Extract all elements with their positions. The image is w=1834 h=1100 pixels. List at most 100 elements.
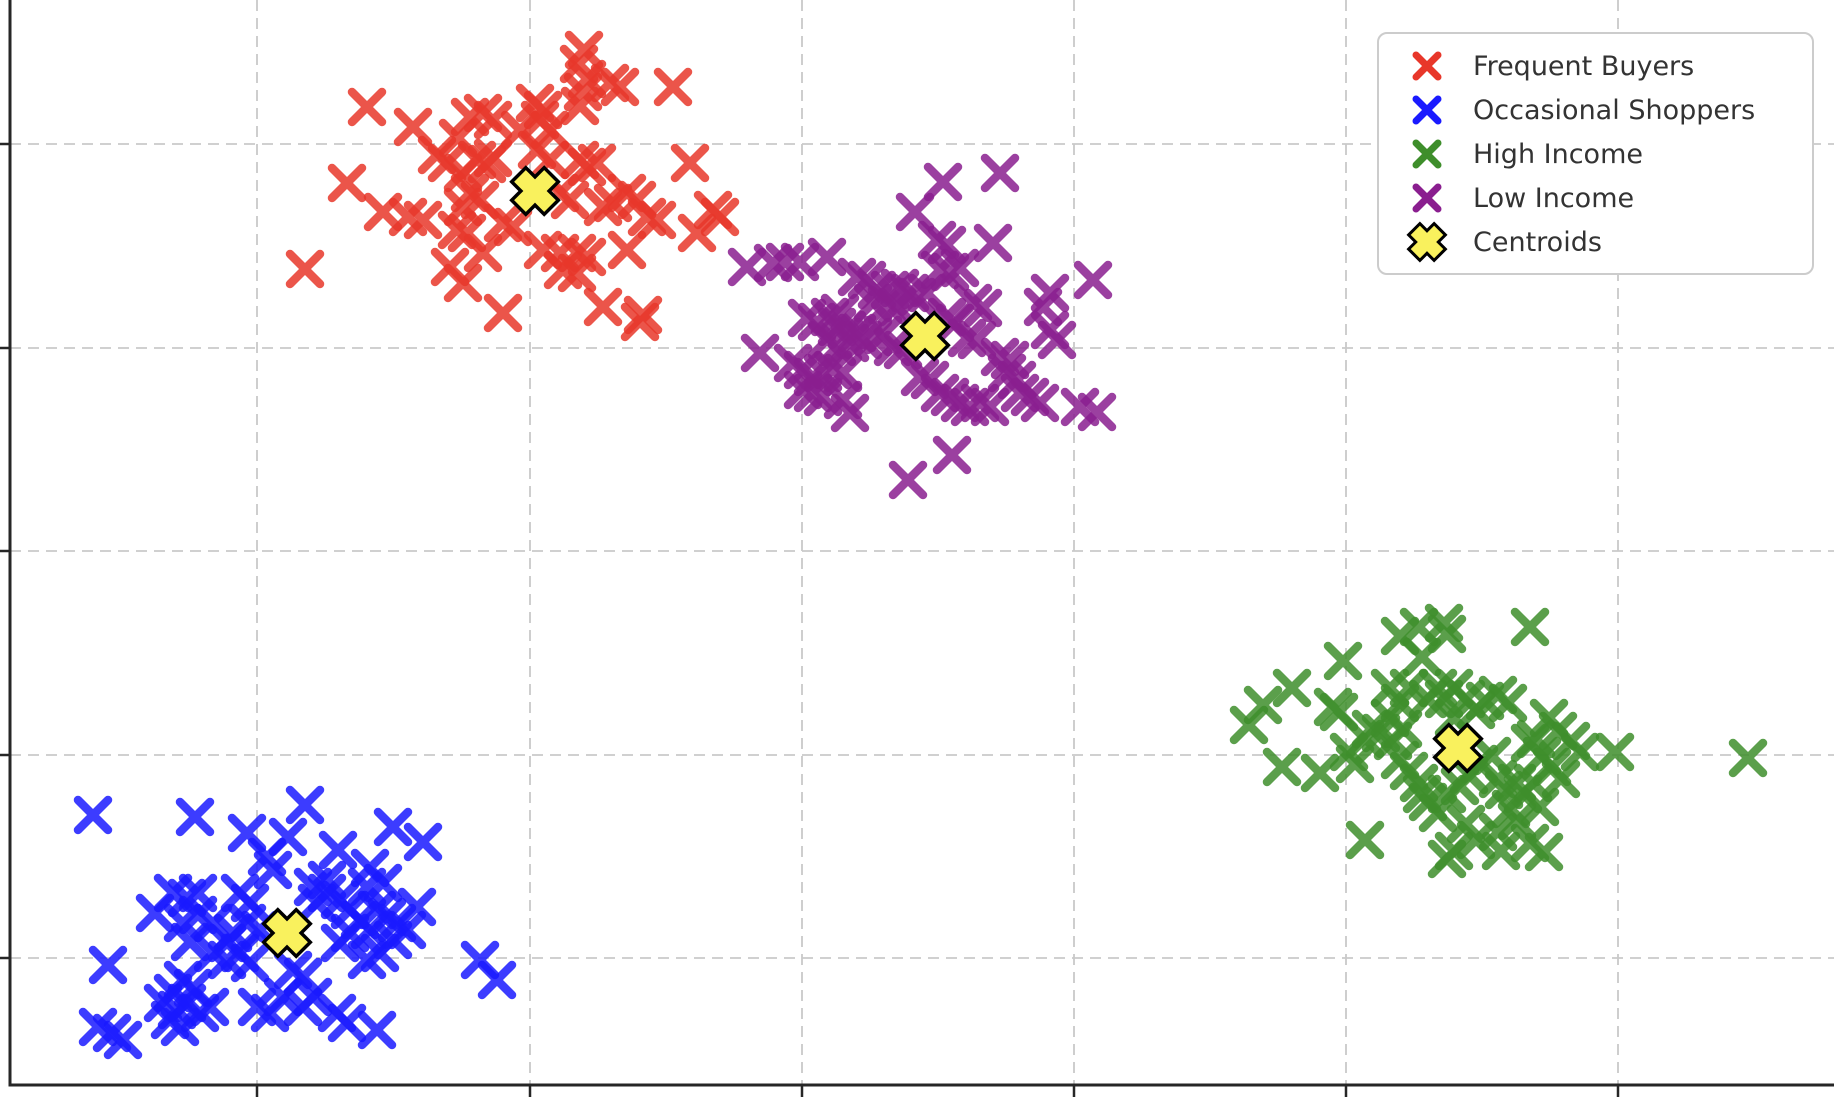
scatter-point-occasional-shoppers — [135, 893, 175, 933]
scatter-point-low-income — [1020, 383, 1060, 423]
scatter-point-high-income — [1402, 637, 1442, 677]
scatter-point-low-income — [963, 288, 1003, 328]
scatter-point-low-income — [980, 153, 1020, 193]
scatter-point-high-income — [1345, 820, 1385, 860]
x-marker-icon — [1397, 176, 1457, 220]
scatter-point-occasional-shoppers — [253, 850, 293, 890]
scatter-point-high-income — [1262, 747, 1302, 787]
legend: Frequent Buyers Occasional Shoppers High I… — [1377, 32, 1814, 275]
scatter-point-high-income — [1488, 683, 1528, 723]
scatter-point-low-income — [853, 317, 893, 357]
scatter-point-frequent-buyers — [347, 87, 387, 127]
scatter-point-high-income — [1516, 719, 1556, 759]
scatter-point-low-income — [923, 162, 963, 202]
legend-item-frequent-buyers: Frequent Buyers — [1379, 44, 1812, 88]
scatter-point-occasional-shoppers — [318, 830, 358, 870]
x-marker-icon — [1397, 132, 1457, 176]
scatter-point-low-income — [1037, 320, 1077, 360]
legend-label: Centroids — [1473, 226, 1602, 258]
scatter-point-frequent-buyers — [700, 197, 740, 237]
scatter-point-low-income — [947, 318, 987, 358]
legend-label: Occasional Shoppers — [1473, 94, 1756, 126]
scatter-point-high-income — [1497, 801, 1537, 841]
scatter-point-frequent-buyers — [493, 207, 533, 247]
scatter-point-high-income — [1243, 685, 1283, 725]
scatter-point-low-income — [830, 393, 870, 433]
scatter-point-frequent-buyers — [583, 287, 623, 327]
scatter-point-frequent-buyers — [607, 230, 647, 270]
scatter-point-occasional-shoppers — [347, 940, 387, 980]
legend-item-centroids: Centroids — [1379, 220, 1812, 264]
scatter-point-occasional-shoppers — [88, 945, 128, 985]
scatter-point-frequent-buyers — [577, 143, 617, 183]
legend-label: Low Income — [1473, 182, 1635, 214]
scatter-point-high-income — [1389, 668, 1429, 708]
scatter-point-low-income — [973, 223, 1013, 263]
scatter-point-frequent-buyers — [327, 163, 367, 203]
centroid-x-icon — [1397, 220, 1457, 264]
scatter-point-low-income — [873, 327, 913, 367]
scatter-point-frequent-buyers — [403, 200, 443, 240]
scatter-point-frequent-buyers — [560, 86, 600, 126]
scatter-point-high-income — [1541, 759, 1581, 799]
scatter-point-low-income — [1077, 392, 1117, 432]
scatter-point-occasional-shoppers — [285, 785, 325, 825]
scatter-point-occasional-shoppers — [327, 1003, 367, 1043]
legend-label: Frequent Buyers — [1473, 50, 1695, 82]
scatter-point-high-income — [1335, 744, 1375, 784]
scatter-point-high-income — [1323, 641, 1363, 681]
scatter-point-occasional-shoppers — [397, 887, 437, 927]
scatter-point-frequent-buyers — [285, 249, 325, 289]
scatter-point-frequent-buyers — [550, 180, 590, 220]
scatter-point-low-income — [940, 248, 980, 288]
scatter-point-frequent-buyers — [653, 67, 693, 107]
scatter-point-frequent-buyers — [627, 197, 667, 237]
scatter-point-high-income — [1560, 732, 1600, 772]
scatter-point-occasional-shoppers — [103, 1020, 143, 1060]
scatter-point-high-income — [1427, 839, 1467, 879]
legend-label: High Income — [1473, 138, 1643, 170]
scatter-point-low-income — [867, 285, 907, 325]
scatter-point-frequent-buyers — [523, 90, 563, 130]
scatter-point-frequent-buyers — [637, 200, 677, 240]
legend-item-occasional-shoppers: Occasional Shoppers — [1379, 88, 1812, 132]
scatter-point-low-income — [837, 257, 877, 297]
x-marker-icon — [1397, 44, 1457, 88]
scatter-point-low-income — [877, 287, 917, 327]
centroid-marker — [509, 165, 561, 217]
scatter-point-occasional-shoppers — [160, 1007, 200, 1047]
scatter-point-occasional-shoppers — [263, 977, 303, 1017]
scatter-point-frequent-buyers — [677, 213, 717, 253]
scatter-point-occasional-shoppers — [403, 822, 443, 862]
scatter-point-frequent-buyers — [670, 143, 710, 183]
scatter-point-frequent-buyers — [530, 110, 570, 150]
scatter-point-high-income — [1272, 668, 1312, 708]
scatter-point-low-income — [783, 370, 823, 410]
scatter-point-low-income — [888, 460, 928, 500]
scatter-point-occasional-shoppers — [373, 807, 413, 847]
scatter-point-occasional-shoppers — [73, 795, 113, 835]
scatter-point-frequent-buyers — [557, 253, 597, 293]
scatter-point-occasional-shoppers — [477, 960, 517, 1000]
centroid-marker — [261, 907, 313, 959]
legend-item-low-income: Low Income — [1379, 176, 1812, 220]
legend-item-high-income: High Income — [1379, 132, 1812, 176]
centroid-marker — [899, 310, 951, 362]
scatter-point-frequent-buyers — [483, 293, 523, 333]
scatter-point-low-income — [807, 237, 847, 277]
scatter-point-frequent-buyers — [463, 233, 503, 273]
scatter-point-low-income — [1073, 260, 1113, 300]
scatter-point-low-income — [740, 333, 780, 373]
scatter-point-frequent-buyers — [443, 263, 483, 303]
scatter-point-occasional-shoppers — [320, 923, 360, 963]
centroid-marker — [1432, 722, 1484, 774]
scatter-point-frequent-buyers — [620, 302, 660, 342]
scatter-point-high-income — [1524, 832, 1564, 872]
scatter-point-high-income — [1300, 753, 1340, 793]
scatter-point-occasional-shoppers — [190, 987, 230, 1027]
scatter-point-occasional-shoppers — [175, 797, 215, 837]
scatter-point-high-income — [1520, 787, 1560, 827]
scatter-point-occasional-shoppers — [293, 977, 333, 1017]
